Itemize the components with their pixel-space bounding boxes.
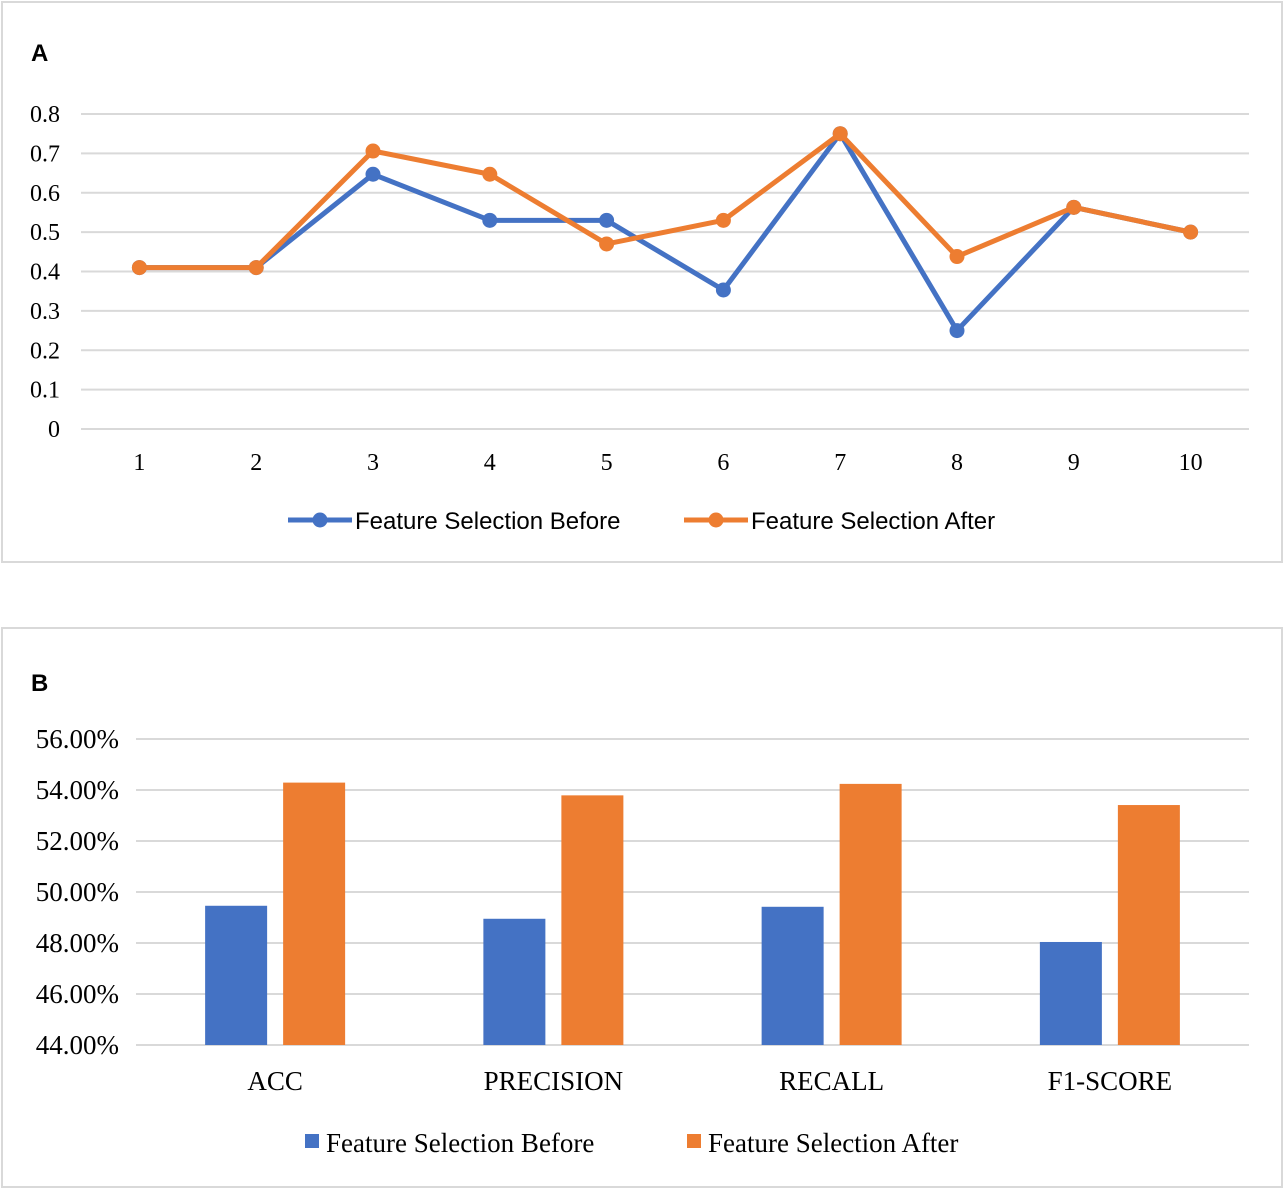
y-tick-label: 48.00% bbox=[36, 928, 119, 958]
x-tick-label: 9 bbox=[1068, 450, 1080, 476]
legend-label-after: Feature Selection After bbox=[708, 1128, 958, 1158]
y-tick-label: 0.6 bbox=[30, 181, 60, 207]
chart-b-label: B bbox=[31, 670, 49, 697]
y-tick-label: 0.5 bbox=[30, 220, 60, 246]
y-tick-label: 52.00% bbox=[36, 826, 119, 856]
x-tick-label: 6 bbox=[717, 450, 729, 476]
x-tick-label: 10 bbox=[1179, 450, 1203, 476]
data-point bbox=[715, 282, 731, 298]
series-line-before bbox=[136, 131, 1194, 334]
bar-after bbox=[561, 795, 624, 1045]
data-point bbox=[949, 249, 965, 265]
y-tick-label: 0.3 bbox=[30, 299, 60, 325]
chart-a-svg: 0 0.1 0.2 0.3 0.4 0.5 0.6 0.7 0.8 1 2 3 4 5 6 7 8 9 10 Feat… bbox=[30, 102, 1249, 535]
data-point bbox=[599, 236, 615, 252]
data-point bbox=[949, 323, 965, 339]
x-tick-label: RECALL bbox=[779, 1066, 884, 1096]
legend-swatch-after bbox=[687, 1134, 701, 1148]
y-tick-label: 0.1 bbox=[30, 378, 60, 404]
data-point bbox=[365, 166, 381, 182]
bar-before bbox=[483, 918, 546, 1045]
chart-a-panel: A 0 0.1 0.2 0.3 0.4 0.5 0.6 0.7 0.8 1 2 3 4 5 6 7 8 9 10 Fe… bbox=[1, 1, 1283, 563]
bar-after bbox=[839, 783, 902, 1045]
y-tick-label: 46.00% bbox=[36, 979, 119, 1009]
legend-label-after: Feature Selection After bbox=[751, 508, 995, 535]
y-tick-label: 54.00% bbox=[36, 775, 119, 805]
bar-before bbox=[761, 906, 824, 1045]
legend-marker-after bbox=[708, 512, 724, 528]
x-tick-label: 1 bbox=[133, 450, 145, 476]
x-tick-label: 8 bbox=[951, 450, 963, 476]
data-point bbox=[1066, 199, 1082, 215]
x-tick-label: 4 bbox=[484, 450, 496, 476]
legend-swatch-before bbox=[305, 1134, 319, 1148]
x-tick-label: 3 bbox=[367, 450, 379, 476]
data-point bbox=[365, 143, 381, 159]
y-tick-label: 44.00% bbox=[36, 1030, 119, 1060]
chart-b-panel: B 44.00% 46.00% 48.00% 50.00% 52.00% 54.00% 56… bbox=[1, 627, 1283, 1188]
bar-after bbox=[283, 782, 346, 1045]
legend-label-before: Feature Selection Before bbox=[355, 508, 621, 535]
x-tick-label: 5 bbox=[601, 450, 613, 476]
chart-b-svg: 44.00% 46.00% 48.00% 50.00% 52.00% 54.00% 56.0… bbox=[36, 724, 1249, 1158]
data-point bbox=[599, 212, 615, 228]
legend-marker-before bbox=[312, 512, 328, 528]
y-tick-label: 56.00% bbox=[36, 724, 119, 754]
data-point bbox=[248, 260, 264, 276]
x-tick-label: PRECISION bbox=[484, 1066, 624, 1096]
bar-before bbox=[205, 905, 268, 1045]
data-point bbox=[832, 126, 848, 142]
series-line-after bbox=[136, 131, 1194, 271]
legend-label-before: Feature Selection Before bbox=[326, 1128, 594, 1158]
x-tick-label: ACC bbox=[247, 1066, 303, 1096]
data-point bbox=[715, 212, 731, 228]
data-point bbox=[1183, 224, 1199, 240]
y-tick-label: 0 bbox=[48, 417, 60, 443]
x-tick-label: 2 bbox=[250, 450, 262, 476]
y-tick-label: 0.7 bbox=[30, 141, 60, 167]
bar-before bbox=[1039, 941, 1102, 1045]
y-tick-label: 0.2 bbox=[30, 338, 60, 364]
data-point bbox=[482, 166, 498, 182]
y-tick-label: 0.4 bbox=[30, 260, 60, 286]
chart-a-label: A bbox=[31, 40, 49, 67]
x-tick-label: F1-SCORE bbox=[1048, 1066, 1173, 1096]
data-point bbox=[482, 212, 498, 228]
y-tick-label: 0.8 bbox=[30, 102, 60, 128]
data-point bbox=[131, 260, 147, 276]
y-tick-label: 50.00% bbox=[36, 877, 119, 907]
bar-after bbox=[1117, 805, 1180, 1045]
x-tick-label: 7 bbox=[834, 450, 846, 476]
